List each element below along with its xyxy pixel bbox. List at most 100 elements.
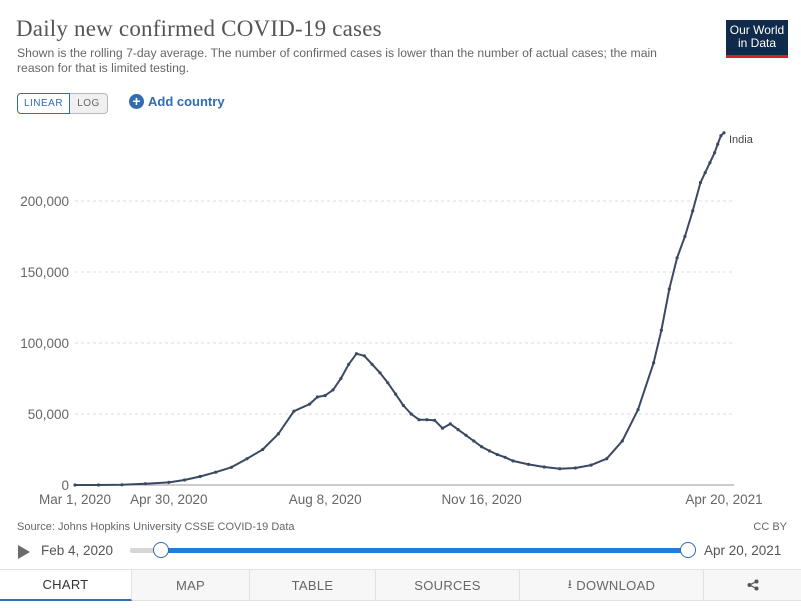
data-point[interactable] <box>636 408 640 412</box>
data-point[interactable] <box>589 463 593 467</box>
tab-download-label: DOWNLOAD <box>576 577 656 593</box>
timeline-end-handle[interactable] <box>680 542 696 558</box>
data-point[interactable] <box>708 161 712 165</box>
data-point[interactable] <box>667 287 671 291</box>
data-point[interactable] <box>354 352 359 356</box>
data-point[interactable] <box>96 483 101 487</box>
data-point[interactable] <box>542 465 546 469</box>
data-point[interactable] <box>370 362 374 366</box>
tab-sources[interactable]: SOURCES <box>376 570 520 601</box>
x-tick-label: Aug 8, 2020 <box>289 492 362 507</box>
data-point[interactable] <box>347 362 351 366</box>
timeline-start-label: Feb 4, 2020 <box>41 543 114 558</box>
data-point[interactable] <box>659 328 664 332</box>
chart-grid <box>75 200 734 486</box>
data-point[interactable] <box>691 209 695 213</box>
data-point[interactable] <box>503 455 507 459</box>
x-tick-label: Apr 30, 2020 <box>130 492 207 507</box>
add-country-label: Add country <box>148 94 225 109</box>
y-tick-label: 100,000 <box>20 336 69 351</box>
data-point[interactable] <box>315 395 319 399</box>
x-axis-ticks: Mar 1, 2020 Apr 30, 2020 Aug 8, 2020 Nov 16… <box>39 492 763 507</box>
data-point[interactable] <box>323 393 327 398</box>
x-tick-label: Mar 1, 2020 <box>39 492 111 507</box>
source-note[interactable]: Source: Johns Hopkins University CSSE CO… <box>17 521 295 533</box>
data-point[interactable] <box>409 412 413 416</box>
license-label[interactable]: CC BY <box>753 521 787 533</box>
data-point[interactable] <box>229 465 233 469</box>
linear-scale-button[interactable]: LINEAR <box>17 93 70 114</box>
data-point[interactable] <box>440 426 445 430</box>
data-point[interactable] <box>394 392 398 396</box>
data-point[interactable] <box>719 134 723 138</box>
timeline-selected-range <box>161 548 688 553</box>
data-point[interactable] <box>448 422 452 426</box>
data-point[interactable] <box>167 480 171 484</box>
tab-chart[interactable]: CHART <box>0 570 132 601</box>
data-point[interactable] <box>573 466 578 470</box>
data-point[interactable] <box>276 432 280 436</box>
data-point[interactable] <box>143 482 147 486</box>
data-point[interactable] <box>214 470 218 474</box>
data-point[interactable] <box>620 439 624 443</box>
data-point[interactable] <box>495 452 499 457</box>
data-point[interactable] <box>652 361 656 365</box>
data-point[interactable] <box>703 171 707 175</box>
x-tick-label: Nov 16, 2020 <box>441 492 521 507</box>
data-point[interactable] <box>401 403 405 408</box>
add-country-button[interactable]: + Add country <box>129 94 225 109</box>
data-point[interactable] <box>245 457 249 461</box>
chart-subtitle: Shown is the rolling 7-day average. The … <box>17 46 657 75</box>
data-point[interactable] <box>378 371 382 375</box>
tab-share[interactable] <box>704 570 801 601</box>
data-point[interactable] <box>331 388 335 392</box>
data-point[interactable] <box>73 483 77 487</box>
data-point[interactable] <box>182 478 187 482</box>
data-point[interactable] <box>362 354 366 358</box>
data-point[interactable] <box>464 433 468 437</box>
y-tick-label: 200,000 <box>20 194 69 209</box>
data-point[interactable] <box>713 151 717 155</box>
tab-map[interactable]: MAP <box>132 570 250 601</box>
series-line-india[interactable] <box>75 132 725 486</box>
data-point[interactable] <box>487 449 491 453</box>
tab-bar: CHART MAP TABLE SOURCES ⭳ DOWNLOAD <box>0 569 801 601</box>
data-point[interactable] <box>417 418 421 422</box>
line-chart: 0 50,000 100,000 150,000 200,000 Mar 1, 2020… <box>20 131 763 507</box>
data-point[interactable] <box>683 234 687 239</box>
timeline-end-label: Apr 20, 2021 <box>704 543 782 558</box>
data-point[interactable] <box>425 418 429 422</box>
data-point[interactable] <box>558 467 562 471</box>
log-scale-button[interactable]: LOG <box>70 93 108 114</box>
data-point[interactable] <box>605 457 609 461</box>
owid-logo[interactable]: Our World in Data <box>726 20 788 58</box>
share-icon <box>747 579 758 591</box>
data-point[interactable] <box>722 131 726 135</box>
y-tick-label: 150,000 <box>20 265 69 280</box>
data-point[interactable] <box>386 381 390 385</box>
data-point[interactable] <box>198 474 202 479</box>
tab-table[interactable]: TABLE <box>250 570 376 601</box>
y-axis-ticks: 0 50,000 100,000 150,000 200,000 <box>20 194 69 493</box>
data-point[interactable] <box>292 409 296 413</box>
data-point[interactable] <box>261 447 265 452</box>
data-point[interactable] <box>308 402 312 406</box>
scale-toggle: LINEAR LOG <box>17 93 108 114</box>
data-point[interactable] <box>480 445 484 449</box>
tab-download[interactable]: ⭳ DOWNLOAD <box>520 570 704 601</box>
timeline-start-handle[interactable] <box>153 542 169 558</box>
data-point[interactable] <box>698 180 703 185</box>
data-point[interactable] <box>456 428 460 432</box>
data-point[interactable] <box>675 256 679 260</box>
logo-line-1: Our World <box>729 23 785 37</box>
data-point[interactable] <box>433 418 437 422</box>
data-point[interactable] <box>511 459 515 463</box>
data-point[interactable] <box>526 462 531 466</box>
logo-line-2: in Data <box>737 36 777 50</box>
data-point[interactable] <box>339 376 343 381</box>
data-point[interactable] <box>120 483 124 487</box>
data-point[interactable] <box>472 439 476 443</box>
play-icon[interactable] <box>18 545 30 559</box>
data-point[interactable] <box>716 142 720 146</box>
series-label-india[interactable]: India <box>729 134 754 146</box>
